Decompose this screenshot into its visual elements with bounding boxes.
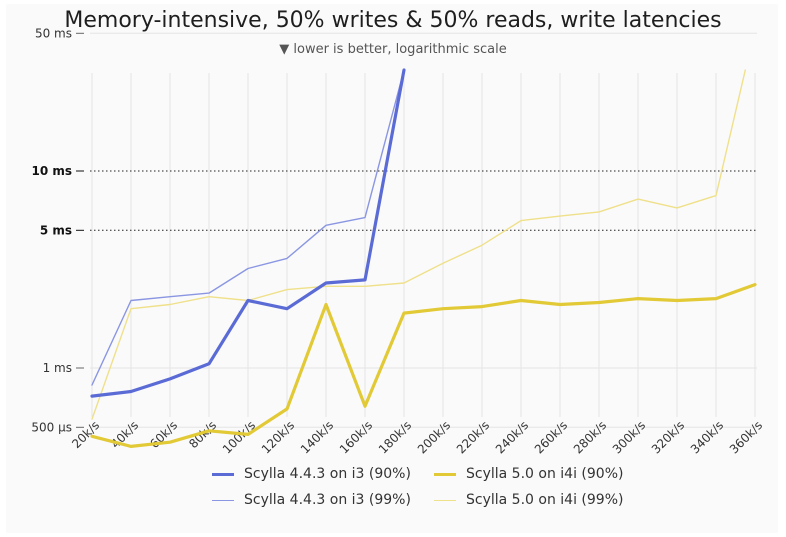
legend-label-2: Scylla 4.4.3 on i3 (99%) bbox=[244, 492, 411, 508]
x-tick-label: 60k/s bbox=[147, 418, 180, 451]
series-line-2 bbox=[91, 69, 405, 386]
x-tick-label: 200k/s bbox=[415, 418, 453, 456]
series-line-3 bbox=[90, 283, 757, 448]
series-line-1 bbox=[90, 68, 406, 398]
legend-swatch-3 bbox=[434, 472, 456, 476]
y-tick-label: 5 ms bbox=[40, 223, 72, 237]
legend-label-4: Scylla 5.0 on i4i (99%) bbox=[466, 492, 624, 508]
x-tick-label: 220k/s bbox=[454, 418, 492, 456]
x-tick-label: 320k/s bbox=[649, 418, 687, 456]
x-tick-label: 300k/s bbox=[610, 418, 648, 456]
legend-item-2[interactable]: Scylla 4.4.3 on i3 (99%) bbox=[212, 492, 411, 508]
chart-subtitle: ▼ lower is better, logarithmic scale bbox=[279, 42, 507, 57]
legend-item-4[interactable]: Scylla 5.0 on i4i (99%) bbox=[434, 492, 623, 508]
chart-title: Memory-intensive, 50% writes & 50% reads… bbox=[64, 8, 722, 33]
legend-label-3: Scylla 5.0 on i4i (90%) bbox=[466, 466, 624, 482]
legend-item-1[interactable]: Scylla 4.4.3 on i3 (90%) bbox=[212, 466, 411, 482]
series-line-4 bbox=[91, 69, 746, 420]
x-tick-label: 340k/s bbox=[688, 418, 726, 456]
legend-swatch-2 bbox=[212, 499, 234, 501]
y-tick-label: 50 ms bbox=[35, 26, 72, 40]
y-tick-label: 10 ms bbox=[31, 164, 72, 178]
legend-swatch-4 bbox=[434, 499, 456, 501]
x-tick-label: 260k/s bbox=[532, 418, 570, 456]
x-tick-label: 100k/s bbox=[220, 418, 258, 456]
legend-swatch-1 bbox=[212, 472, 234, 476]
x-tick-label: 140k/s bbox=[298, 418, 336, 456]
x-tick-label: 160k/s bbox=[337, 418, 375, 456]
legend-label-1: Scylla 4.4.3 on i3 (90%) bbox=[244, 466, 411, 482]
x-tick-label: 20k/s bbox=[69, 418, 102, 451]
x-tick-label: 360k/s bbox=[727, 418, 765, 456]
y-tick-label: 500 µs bbox=[31, 420, 72, 434]
x-tick-label: 180k/s bbox=[376, 418, 414, 456]
x-tick-label: 280k/s bbox=[571, 418, 609, 456]
x-tick-label: 240k/s bbox=[493, 418, 531, 456]
legend-item-3[interactable]: Scylla 5.0 on i4i (90%) bbox=[434, 466, 623, 482]
y-tick-label: 1 ms bbox=[43, 361, 72, 375]
